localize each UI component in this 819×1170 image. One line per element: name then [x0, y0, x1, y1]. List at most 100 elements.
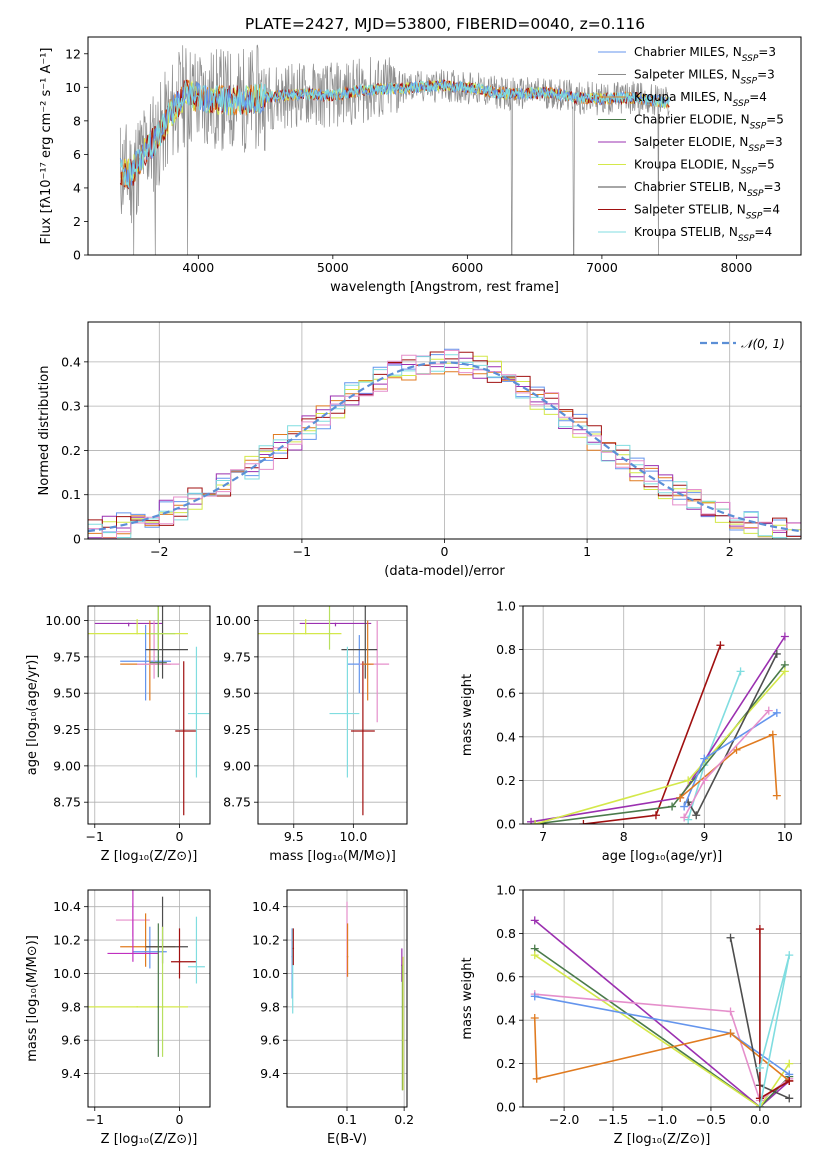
mass_vs_EBV-ytick-label: 9.6 — [260, 1033, 280, 1048]
mass_vs_Z-ytick-label: 9.6 — [61, 1033, 81, 1048]
residual_histogram-xtick-label: 0 — [441, 544, 449, 559]
massweight_vs_Z-plot-area — [530, 916, 794, 1107]
spectrum-ytick-label: 6 — [73, 147, 81, 162]
massweight_vs_age-marker — [732, 745, 741, 754]
age_vs_Z-point — [144, 660, 147, 663]
residual_histogram-xtick-label: 2 — [726, 544, 734, 559]
massweight_vs_Z-xtick-label: 0.0 — [750, 1112, 770, 1127]
massweight_vs_Z-ytick-label: 1.0 — [496, 883, 516, 898]
age_vs_Z-plot-area — [88, 606, 210, 816]
massweight_vs_Z-ytick-label: 0.0 — [496, 1100, 516, 1115]
age_vs_Z-point — [136, 632, 138, 635]
residual_histogram-ytick-label: 0.3 — [61, 399, 81, 414]
massweight_vs_Z-marker — [755, 1094, 764, 1103]
massweight_vs_Z-marker — [755, 1063, 764, 1072]
age_vs_Z-point — [195, 712, 198, 715]
massweight_vs_age-marker — [700, 776, 709, 785]
legend-entry-label: Chabrier MILES, NSSP=3 — [634, 45, 776, 64]
histogram-series — [88, 349, 801, 539]
legend-entry-label: Chabrier STELIB, NSSP=3 — [634, 180, 781, 199]
massweight_vs_age-marker — [684, 776, 693, 785]
mass_vs_EBV-ytick-label: 9.8 — [260, 999, 280, 1014]
residual_histogram-frame — [87, 321, 802, 540]
massweight_vs_Z-marker — [530, 992, 539, 1001]
massweight_vs_Z-xtick-label: −1.5 — [598, 1112, 628, 1127]
spectrum-ytick-label: 10 — [65, 80, 81, 95]
massweight_vs_Z-marker — [726, 1007, 735, 1016]
massweight_vs_age-ytick-label: 0.4 — [496, 729, 516, 744]
mass_vs_Z-point — [178, 960, 181, 963]
mass_vs_EBV-axes: 0.1 0.2 9.4 9.6 9.8 10.0 10.2 10.4 E(B-V) — [252, 890, 414, 1147]
age_vs_mass-ytick-label: 9.00 — [223, 758, 251, 773]
mass_vs_Z-point — [157, 1006, 160, 1008]
massweight_vs_Z-ylabel: mass weight — [460, 957, 475, 1039]
age_vs_Z-point — [157, 661, 160, 664]
massweight_vs_age-marker — [676, 793, 685, 802]
massweight_vs_Z-ytick-label: 0.4 — [496, 1013, 516, 1028]
massweight_vs_age-xtick-label: 7 — [539, 829, 547, 844]
massweight_vs_age-marker — [527, 817, 536, 824]
massweight_vs_age-marker — [772, 791, 781, 800]
spectrum-model-line — [119, 78, 670, 188]
mass_vs_EBV-point — [346, 955, 349, 958]
age_vs_Z-point — [182, 730, 185, 732]
massweight_vs_age-ytick-label: 0.0 — [496, 817, 516, 832]
mass_vs_EBV-plot-area — [291, 901, 404, 1091]
mass_vs_EBV-frame — [286, 889, 408, 1108]
legend-entry-label: Salpeter ELODIE, NSSP=3 — [634, 135, 783, 154]
massweight_vs_age-marker — [579, 820, 588, 824]
massweight_vs_age-plot-area — [527, 632, 789, 824]
age_vs_mass-ytick-label: 9.75 — [223, 649, 251, 664]
massweight_vs_age-ytick-label: 1.0 — [496, 599, 516, 614]
massweight_vs_age-marker — [668, 802, 677, 811]
massweight_vs_Z-marker — [530, 951, 539, 960]
massweight_vs_age-series-line — [583, 644, 722, 824]
spectrum-ytick-label: 8 — [73, 113, 81, 128]
massweight_vs_age-marker — [768, 730, 777, 739]
massweight_vs_age-marker — [684, 815, 693, 824]
spectrum-xtick-label: 6000 — [451, 260, 483, 275]
age_vs_Z-ylabel: age [log₁₀(age/yr)] — [25, 655, 40, 776]
age_vs_Z-xtick-label: 0 — [176, 829, 184, 844]
massweight_vs_age-marker — [780, 632, 789, 641]
massweight_vs_Z-xtick-label: −1.0 — [647, 1112, 677, 1127]
legend-entry-label: Kroupa MILES, NSSP=4 — [634, 90, 767, 109]
histogram-legend-label: 𝒩(0, 1) — [741, 337, 785, 351]
mass_vs_Z-ytick-label: 10.0 — [53, 966, 81, 981]
massweight_vs_age-xtick-label: 9 — [700, 829, 708, 844]
mass_vs_EBV-ytick-label: 10.2 — [252, 933, 280, 948]
age_vs_mass-point — [328, 632, 331, 635]
spectrum-plot-area — [119, 44, 670, 255]
mass_vs_EBV-xtick-label: 0.1 — [337, 1112, 357, 1127]
massweight_vs_age-marker — [692, 811, 701, 820]
massweight_vs_Z-xtick-label: −0.5 — [696, 1112, 726, 1127]
mass_vs_EBV-point — [402, 1039, 404, 1042]
age_vs_mass-xtick-label: 10.0 — [339, 829, 367, 844]
massweight_vs_Z-marker — [785, 951, 794, 960]
mass_vs_Z-ylabel: mass [log₁₀(M/M⊙)] — [25, 935, 40, 1062]
spectrum-legend: Chabrier MILES, NSSP=3 Salpeter MILES, NS… — [598, 45, 784, 244]
mass_vs_Z-point — [195, 965, 198, 968]
age_vs_mass-point — [364, 648, 367, 651]
spectrum-model-line — [119, 80, 670, 188]
massweight_vs_age-series-line — [679, 733, 778, 799]
age_vs_Z-point — [157, 632, 160, 635]
legend-entry-label: Salpeter MILES, NSSP=3 — [634, 68, 775, 87]
massweight_vs_Z-marker — [726, 1029, 735, 1038]
mass_vs_Z-ytick-label: 9.4 — [61, 1066, 81, 1081]
massweight_vs_Z-marker — [785, 1076, 794, 1085]
massweight_vs_Z-marker — [785, 1059, 794, 1068]
massweight_vs_age-marker — [764, 706, 773, 715]
age_vs_mass-frame — [257, 605, 408, 825]
spectrum-ytick-label: 2 — [73, 214, 81, 229]
spectrum-xtick-label: 4000 — [182, 260, 214, 275]
massweight_vs_Z-ytick-label: 0.8 — [496, 926, 516, 941]
age_vs_mass-plot-area — [258, 606, 390, 816]
massweight_vs_Z-marker — [530, 1014, 539, 1023]
massweight_vs_Z-ytick-label: 0.6 — [496, 969, 516, 984]
residual_histogram-ytick-label: 0.2 — [61, 443, 81, 458]
age_vs_Z-point — [127, 622, 130, 625]
age_vs_mass-point — [362, 730, 364, 732]
residual_histogram-ytick-label: 0.1 — [61, 487, 81, 502]
residual_histogram-xlabel: (data-model)/error — [384, 564, 505, 579]
